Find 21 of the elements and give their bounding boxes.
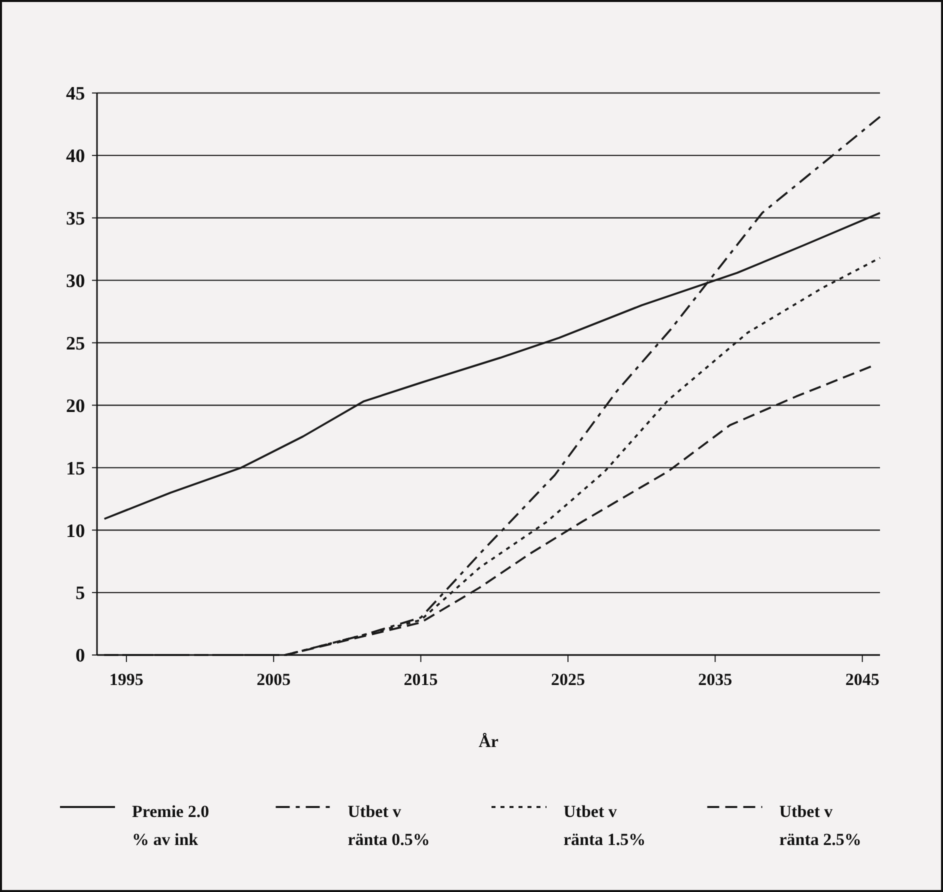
x-tick-label: 2015	[404, 670, 438, 689]
y-tick-label: 30	[66, 270, 85, 292]
legend-label: Utbet v ränta 1.5%	[564, 802, 646, 849]
x-tick-label: 2045	[845, 670, 880, 689]
x-tick-label: 2025	[550, 670, 585, 689]
y-tick-label: 0	[76, 646, 85, 667]
y-tick-label: 10	[66, 520, 85, 542]
y-tick-label: 5	[76, 583, 85, 604]
y-tick-label: 35	[66, 208, 85, 230]
y-tick-label: 20	[66, 396, 85, 417]
legend-label: Utbet v ränta 0.5%	[348, 802, 430, 849]
y-tick-label: 25	[66, 333, 85, 354]
y-tick-label: 45	[66, 84, 85, 105]
x-tick-label: 2005	[256, 670, 291, 689]
legend-label: Premie 2.0 % av ink	[132, 802, 210, 849]
x-tick-label: 2035	[698, 670, 732, 689]
legend-label: Utbet v ränta 2.5%	[779, 802, 862, 849]
y-tick-label: 40	[66, 146, 85, 168]
y-tick-label: 15	[66, 458, 85, 480]
x-axis-title: År	[478, 732, 499, 751]
x-tick-label: 1995	[109, 670, 144, 689]
